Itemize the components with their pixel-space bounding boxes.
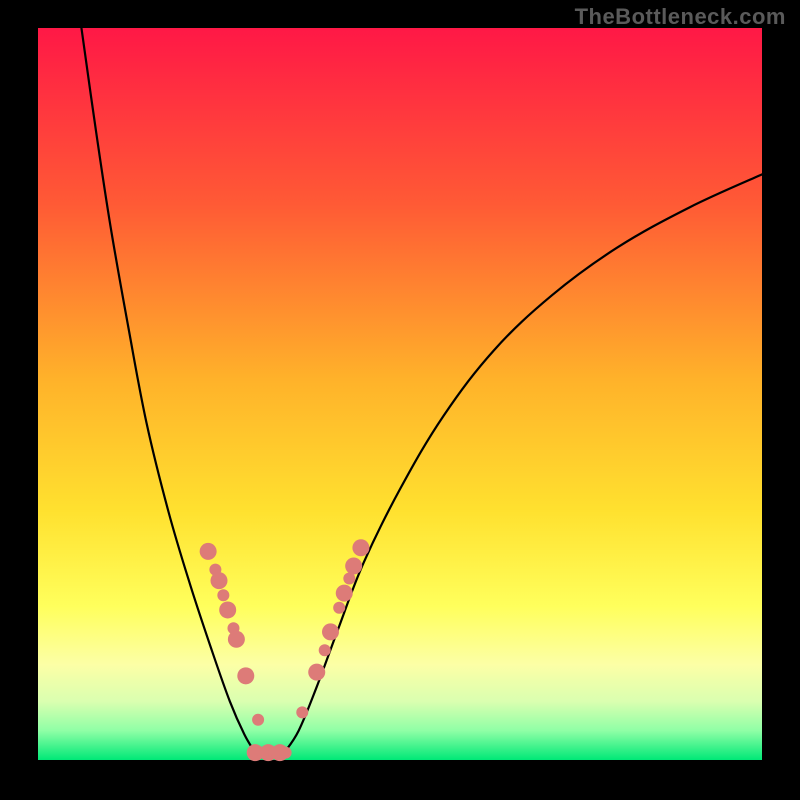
data-marker xyxy=(319,644,331,656)
watermark-label: TheBottleneck.com xyxy=(575,4,786,30)
data-marker xyxy=(308,664,325,681)
marker-group xyxy=(200,539,370,761)
data-marker xyxy=(200,543,217,560)
data-marker xyxy=(322,623,339,640)
data-marker xyxy=(211,572,228,589)
data-marker xyxy=(217,589,229,601)
data-marker xyxy=(333,602,345,614)
data-marker xyxy=(352,539,369,556)
data-marker xyxy=(228,631,245,648)
chart-container: TheBottleneck.com xyxy=(0,0,800,800)
data-marker xyxy=(219,601,236,618)
curve-right-branch xyxy=(284,174,762,752)
data-marker xyxy=(345,558,362,575)
curve-left-branch xyxy=(81,28,255,753)
data-marker xyxy=(252,714,264,726)
data-marker xyxy=(237,667,254,684)
data-marker xyxy=(296,706,308,718)
curve-overlay xyxy=(0,0,800,800)
data-marker xyxy=(280,747,292,759)
data-marker xyxy=(336,585,353,602)
